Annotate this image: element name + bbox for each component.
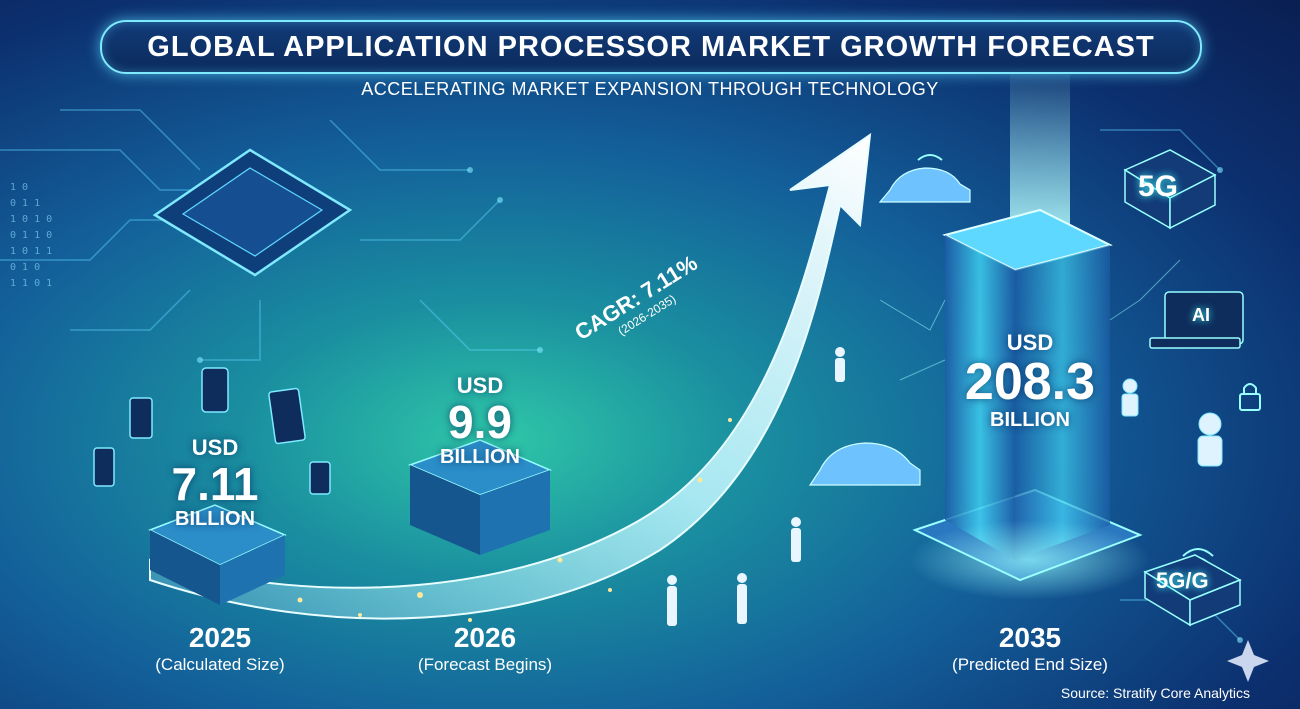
unit-label: BILLION (175, 508, 255, 530)
network-lines (879, 259, 1181, 381)
ai-label: AI (1192, 305, 1210, 325)
year-2026: 2026 (Forecast Begins) (385, 622, 585, 676)
5g-badge-box (1123, 149, 1242, 627)
title-banner: GLOBAL APPLICATION PROCESSOR MARKET GROW… (100, 20, 1202, 74)
binary-line: 1 0 (10, 182, 29, 193)
page-title: GLOBAL APPLICATION PROCESSOR MARKET GROW… (147, 30, 1155, 63)
year-2025: 2025 (Calculated Size) (120, 622, 320, 676)
source-credit: Source: Stratify Core Analytics (1060, 685, 1250, 701)
year-caption: (Calculated Size) (155, 655, 285, 674)
person-icon (667, 347, 845, 626)
pedestal-2025 (148, 504, 287, 605)
value-2026: USD 9.9 BILLION (415, 373, 545, 469)
badge-5g: 5G (1138, 170, 1179, 203)
subtitle: ACCELERATING MARKET EXPANSION THROUGH TE… (361, 79, 939, 99)
value-number: 9.9 (448, 396, 512, 448)
year-number: 2026 (453, 622, 517, 653)
binary-line: 0 1 1 0 (10, 230, 53, 241)
growth-arrow (149, 132, 872, 620)
unit-label: BILLION (990, 409, 1070, 431)
value-2035: USD 208.3 BILLION (940, 330, 1120, 432)
smartphone-icon (93, 367, 331, 495)
binary-line: 0 1 0 (10, 262, 41, 273)
robot-icon (1121, 378, 1223, 467)
processor-chip-icon (152, 148, 353, 277)
badge-5g-g: 5G/G (1156, 568, 1209, 593)
car-icon (808, 167, 971, 486)
pedestal-2026 (407, 439, 553, 555)
value-number: 7.11 (171, 458, 259, 510)
sparkle-icon (1227, 640, 1269, 682)
year-2035: 2035 (Predicted End Size) (920, 622, 1140, 676)
monitor-icon (1149, 291, 1244, 349)
binary-line: 1 1 0 1 (10, 278, 53, 289)
value-number: 208.3 (964, 353, 1096, 411)
pedestal-2035 (912, 208, 1143, 582)
currency-label: USD (191, 435, 239, 460)
currency-label: USD (1006, 330, 1054, 355)
circuit-traces (0, 109, 1241, 641)
binary-line: 1 0 1 0 (10, 214, 53, 225)
lock-icon (1239, 383, 1261, 411)
year-number: 2025 (188, 622, 252, 653)
tablet-icon (268, 387, 306, 445)
year-number: 2035 (998, 622, 1062, 653)
unit-label: BILLION (440, 446, 520, 468)
binary-line: 0 1 1 (10, 198, 41, 209)
value-2025: USD 7.11 BILLION (150, 435, 280, 531)
year-caption: (Predicted End Size) (952, 655, 1108, 674)
year-caption: (Forecast Begins) (417, 655, 553, 674)
currency-label: USD (456, 373, 504, 398)
binary-code: 1 0 0 1 1 1 0 1 0 0 1 1 0 1 0 1 1 0 1 0 … (10, 180, 52, 292)
binary-line: 1 0 1 1 (10, 246, 53, 257)
